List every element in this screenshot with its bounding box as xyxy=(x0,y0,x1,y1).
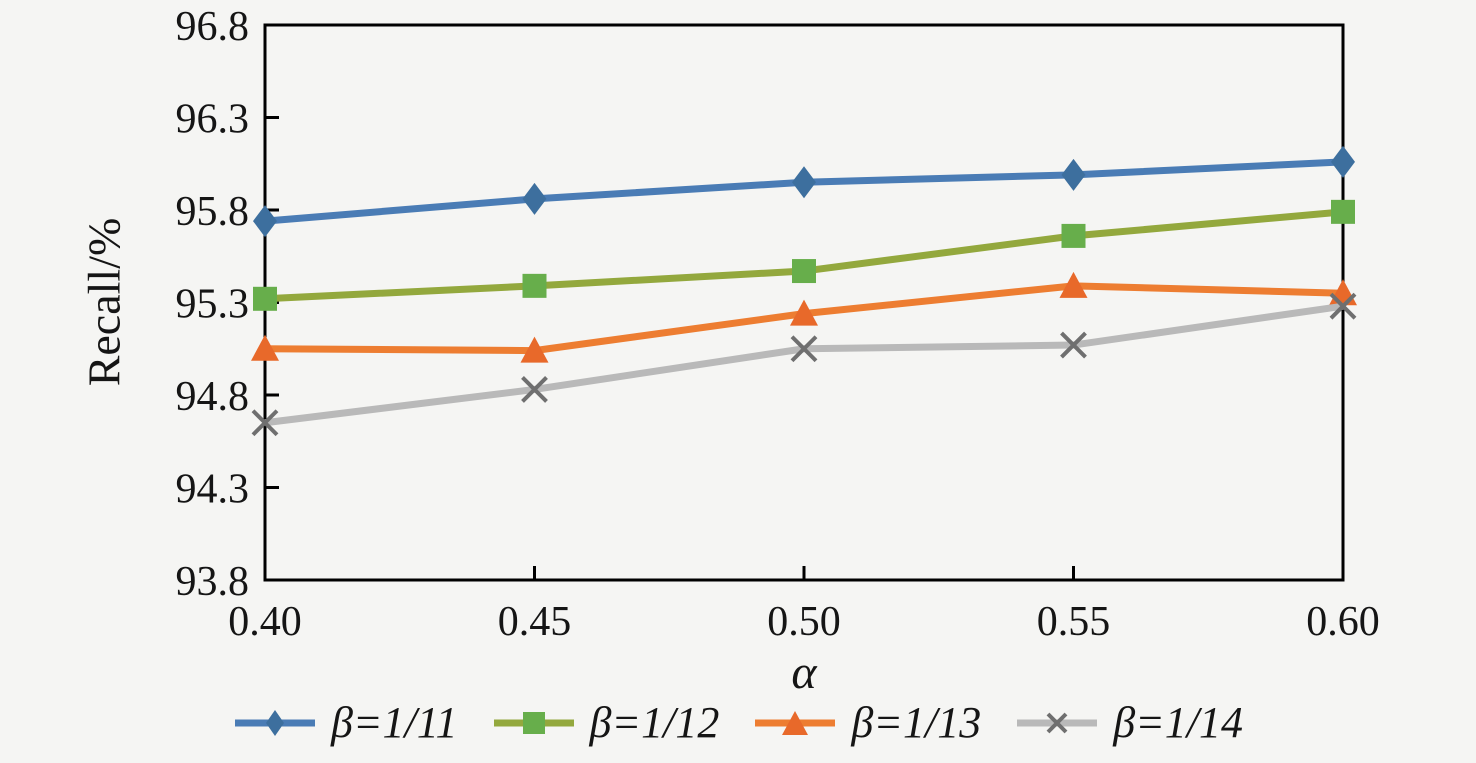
y-tick-label: 93.8 xyxy=(176,559,250,605)
x-tick-label: 0.55 xyxy=(1037,599,1111,645)
x-marker-icon xyxy=(790,335,818,363)
y-tick-label: 95.8 xyxy=(176,189,250,235)
x-marker-icon xyxy=(1046,712,1068,734)
triangle-marker-icon xyxy=(782,711,809,735)
square-marker-icon xyxy=(253,286,277,311)
x-tick-label: 0.60 xyxy=(1306,599,1380,645)
legend-label: β=1/13 xyxy=(851,698,982,747)
triangle-marker-icon xyxy=(520,336,549,363)
legend-sample-square xyxy=(493,712,574,734)
x-marker-icon xyxy=(251,409,279,437)
y-tick-label: 96.3 xyxy=(176,97,250,143)
legend-sample-x xyxy=(1017,712,1098,734)
square-marker-icon xyxy=(1061,223,1086,248)
diamond-marker-icon xyxy=(522,182,547,215)
x-tick-label: 0.40 xyxy=(228,599,302,645)
legend-item-beta-1-12: β=1/12 xyxy=(492,698,720,747)
legend: β=1/11 β=1/12 β=1/13 β=1/14 xyxy=(0,688,1476,758)
y-tick-label: 94.8 xyxy=(176,374,250,420)
diamond-marker-icon xyxy=(1331,145,1355,178)
legend-label: β=1/12 xyxy=(589,698,720,747)
square-marker-icon xyxy=(792,259,816,284)
x-tick-label: 0.45 xyxy=(498,599,572,645)
diamond-marker-icon xyxy=(265,710,284,736)
triangle-marker-icon xyxy=(790,299,818,326)
diamond-marker-icon xyxy=(792,166,816,199)
square-marker-icon xyxy=(522,712,545,734)
x-marker-icon xyxy=(1329,292,1357,320)
triangle-marker-icon xyxy=(251,334,279,361)
triangle-marker-icon xyxy=(1059,271,1088,298)
legend-sample-diamond xyxy=(234,710,315,736)
y-tick-label: 96.8 xyxy=(176,4,250,50)
legend-sample-triangle xyxy=(755,711,836,735)
legend-label: β=1/11 xyxy=(330,698,458,747)
x-axis-title: α xyxy=(791,646,817,699)
diamond-marker-icon xyxy=(253,205,277,238)
legend-item-beta-1-14: β=1/14 xyxy=(1015,701,1243,745)
x-marker-icon xyxy=(521,376,548,403)
square-marker-icon xyxy=(1331,199,1355,224)
diamond-marker-icon xyxy=(1061,158,1086,191)
y-tick-label: 94.3 xyxy=(176,467,250,513)
square-marker-icon xyxy=(522,273,547,298)
legend-label: β=1/14 xyxy=(1113,698,1244,747)
x-marker-icon xyxy=(1060,331,1087,359)
legend-item-beta-1-13: β=1/13 xyxy=(753,701,981,745)
y-axis-title: Recall/% xyxy=(78,217,130,387)
x-tick-label: 0.50 xyxy=(767,599,841,645)
y-tick-label: 95.3 xyxy=(176,282,250,328)
legend-item-beta-1-11: β=1/11 xyxy=(233,701,458,745)
